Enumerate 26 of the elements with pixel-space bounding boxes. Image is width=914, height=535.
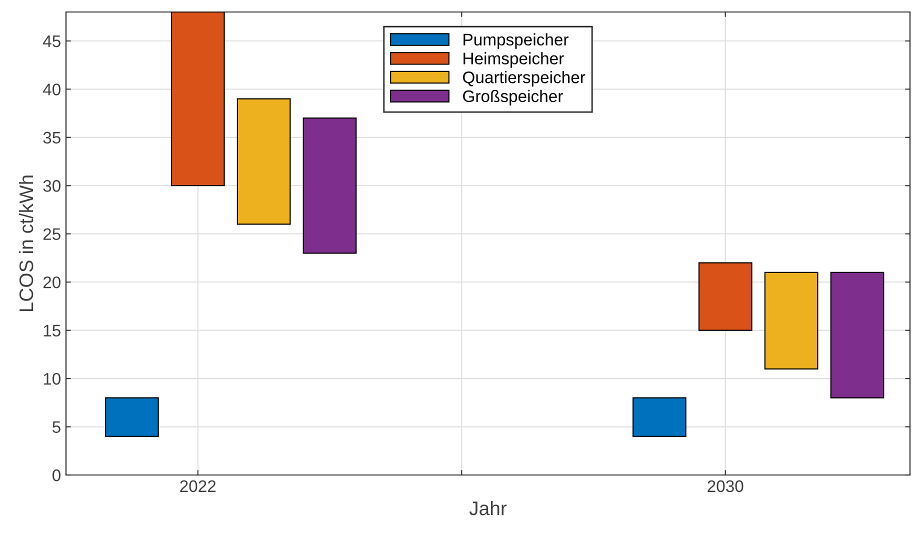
- y-tick-label: 20: [43, 276, 60, 288]
- legend-label: Heimspeicher: [464, 52, 564, 68]
- legend-label: Pumpspeicher: [464, 33, 568, 49]
- x-axis-title: Jahr: [469, 500, 507, 516]
- legend-label: Großspeicher: [463, 90, 563, 106]
- x-tick-label: 2030: [708, 480, 744, 492]
- legend-label: Quartierspeicher: [463, 71, 586, 87]
- bar: [236, 98, 291, 225]
- y-tick-label: 10: [44, 372, 60, 385]
- y-tick-label: 40: [42, 84, 60, 96]
- bar: [105, 397, 159, 437]
- y-tick-label: 5: [52, 421, 60, 433]
- bar: [302, 118, 357, 254]
- y-tick-label: 35: [43, 132, 60, 144]
- bar: [170, 12, 225, 186]
- bar: [764, 272, 818, 370]
- x-tick-label: 2022: [180, 480, 216, 492]
- y-tick-label: 25: [43, 228, 60, 240]
- bar: [830, 272, 884, 398]
- bar: [698, 262, 752, 331]
- bar: [632, 397, 686, 437]
- y-tick-label: 15: [44, 324, 60, 337]
- y-tick-label: 45: [42, 36, 60, 48]
- y-tick-label: 0: [52, 469, 60, 482]
- y-axis-title: LCOS in ct/kWh: [18, 176, 34, 312]
- y-tick-label: 30: [43, 180, 60, 192]
